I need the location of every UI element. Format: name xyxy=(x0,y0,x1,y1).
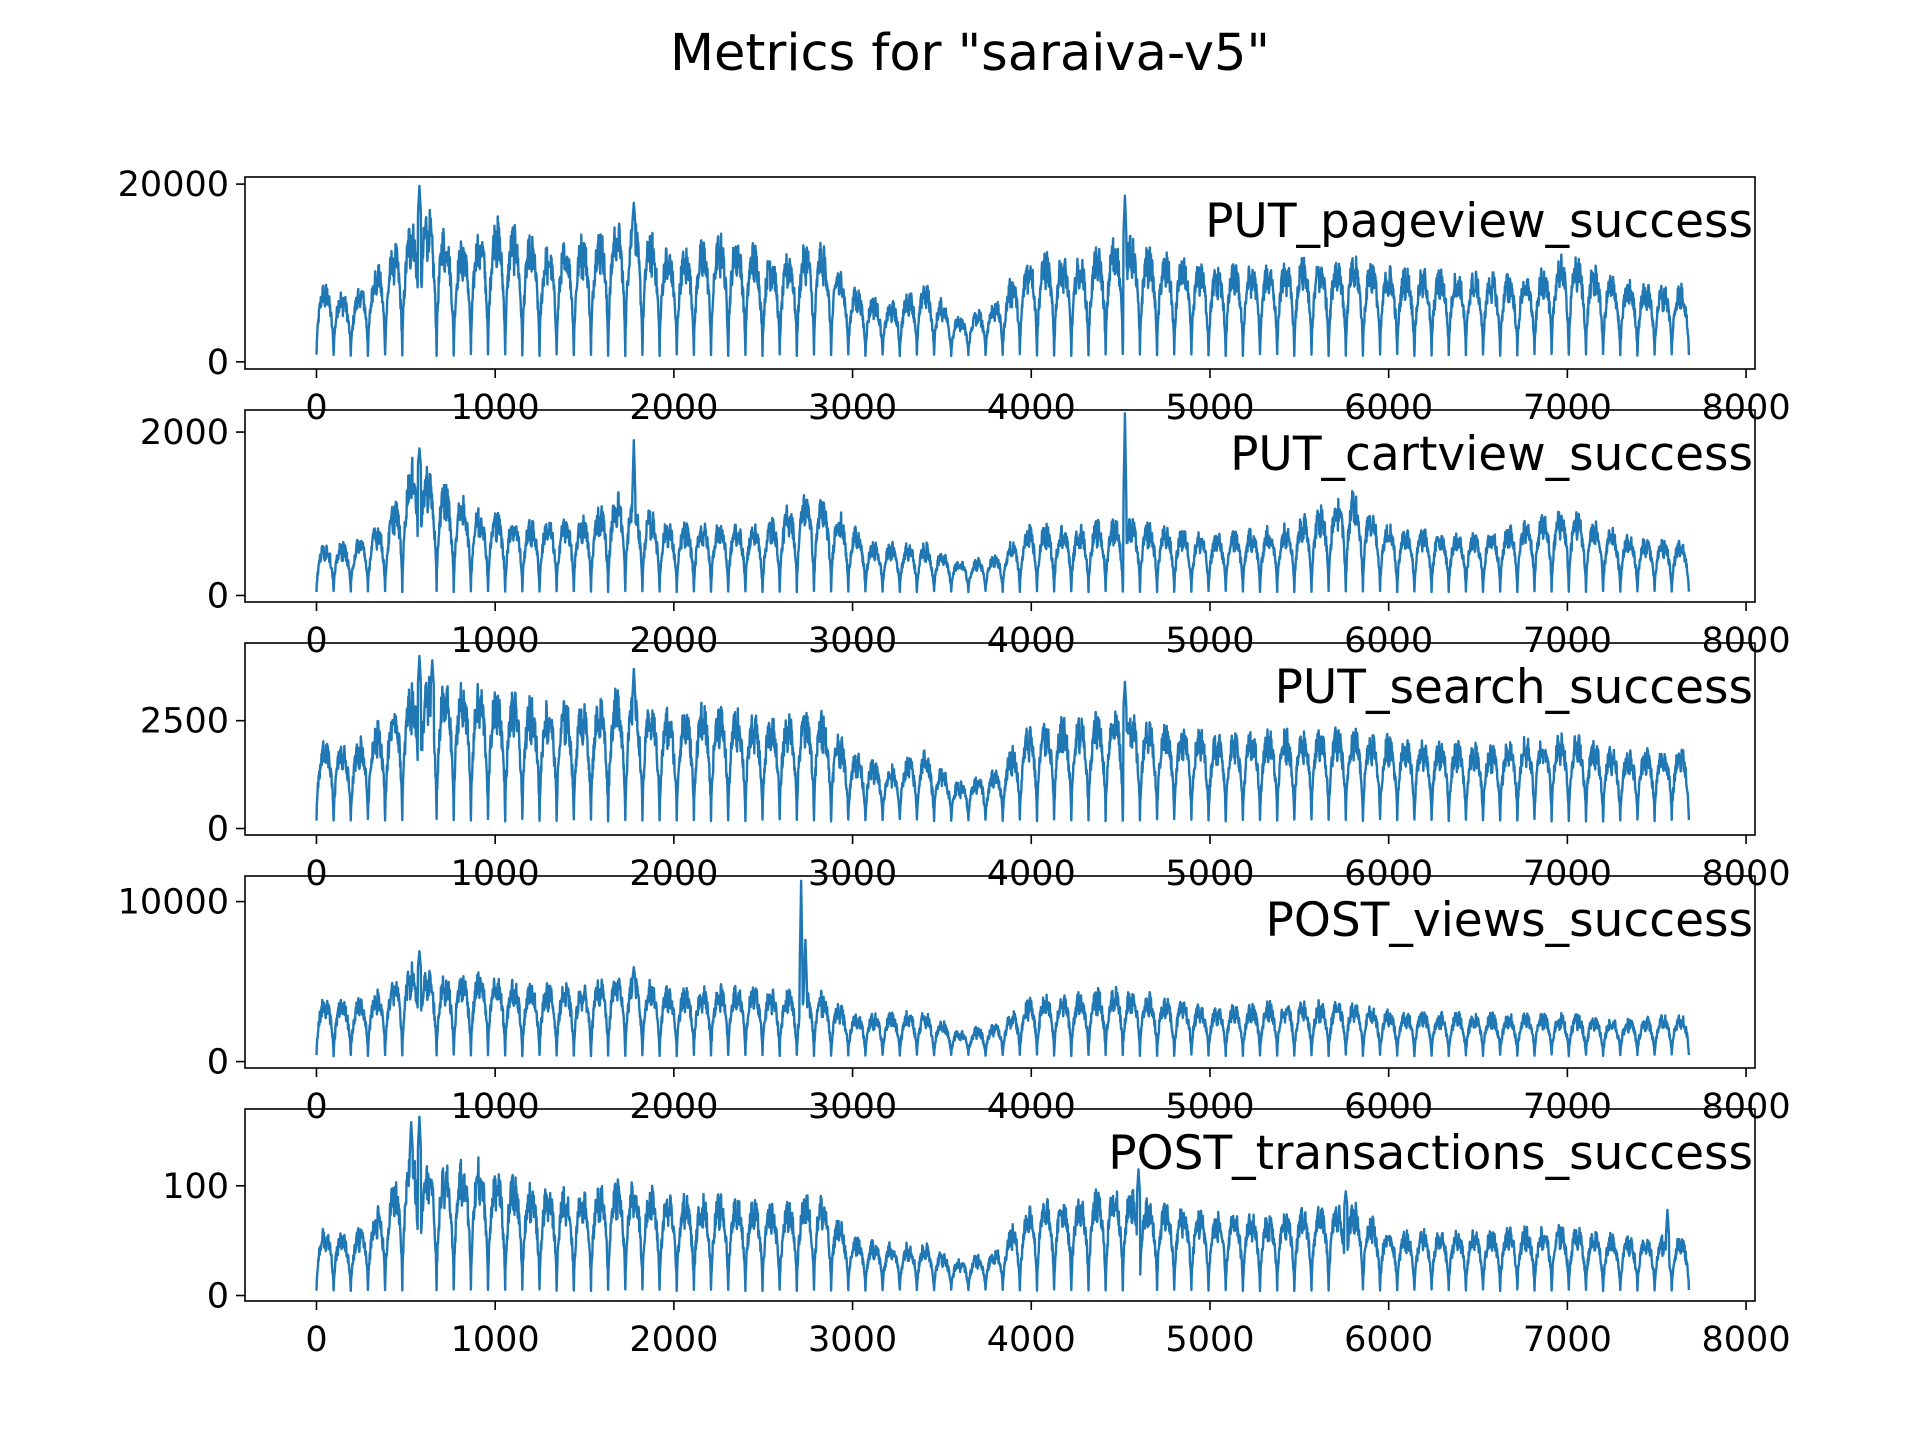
x-tick-label: 7000 xyxy=(1523,854,1612,894)
x-tick-label: 3000 xyxy=(808,388,897,428)
x-tick-label: 6000 xyxy=(1344,1320,1433,1360)
x-tick-label: 1000 xyxy=(451,854,540,894)
y-tick-label: 0 xyxy=(207,1277,229,1317)
y-tick-label: 2000 xyxy=(140,413,229,453)
x-tick-label: 5000 xyxy=(1165,388,1254,428)
series-label: PUT_pageview_success xyxy=(1205,194,1753,249)
x-tick-label: 5000 xyxy=(1165,621,1254,661)
x-tick-label: 5000 xyxy=(1165,1320,1254,1360)
x-tick-label: 0 xyxy=(305,388,327,428)
x-tick-label: 2000 xyxy=(629,1320,718,1360)
x-tick-label: 4000 xyxy=(987,621,1076,661)
axes-frame xyxy=(244,409,1756,603)
series-label: PUT_cartview_success xyxy=(1230,427,1753,482)
panel-POST_views_success: 0 1000 2000 3000 4000 5000 6000 7000 8000 0 10000 P… xyxy=(118,875,1791,1127)
x-tick-label: 8000 xyxy=(1702,1087,1791,1127)
y-tick-label: 0 xyxy=(207,576,229,616)
x-tick-label: 8000 xyxy=(1702,388,1791,428)
x-tick-label: 7000 xyxy=(1523,1320,1612,1360)
x-tick-label: 2000 xyxy=(629,854,718,894)
axes-frame xyxy=(244,875,1756,1069)
series-line-POST_transactions_success xyxy=(315,1115,1691,1293)
x-tick-label: 2000 xyxy=(629,1087,718,1127)
y-tick-label: 0 xyxy=(207,1043,229,1083)
panel-PUT_pageview_success: 0 1000 2000 3000 4000 5000 6000 7000 8000 0 20000 P… xyxy=(118,165,1791,428)
x-tick-label: 1000 xyxy=(451,621,540,661)
x-tick-label: 3000 xyxy=(808,1087,897,1127)
chart-title: Metrics for "saraiva-v5" xyxy=(670,24,1270,83)
x-tick-label: 1000 xyxy=(451,1087,540,1127)
x-tick-label: 5000 xyxy=(1165,854,1254,894)
axes-frame xyxy=(244,642,1756,836)
x-tick-label: 0 xyxy=(305,1320,327,1360)
x-tick-label: 8000 xyxy=(1702,854,1791,894)
x-tick-label: 4000 xyxy=(987,1087,1076,1127)
x-tick-label: 0 xyxy=(305,621,327,661)
y-tick-label: 10000 xyxy=(118,883,229,923)
x-tick-label: 3000 xyxy=(808,621,897,661)
series-line-PUT_search_success xyxy=(315,654,1691,823)
series-line-PUT_cartview_success xyxy=(315,412,1691,594)
panel-PUT_cartview_success: 0 1000 2000 3000 4000 5000 6000 7000 8000 0 2000 PU… xyxy=(140,409,1791,661)
x-tick-label: 6000 xyxy=(1344,854,1433,894)
x-tick-label: 0 xyxy=(305,1087,327,1127)
x-tick-label: 5000 xyxy=(1165,1087,1254,1127)
x-tick-label: 8000 xyxy=(1702,621,1791,661)
y-tick-label: 100 xyxy=(162,1167,229,1207)
x-tick-label: 4000 xyxy=(987,388,1076,428)
x-tick-label: 6000 xyxy=(1344,621,1433,661)
x-tick-label: 7000 xyxy=(1523,621,1612,661)
x-tick-label: 3000 xyxy=(808,1320,897,1360)
x-tick-label: 8000 xyxy=(1702,1320,1791,1360)
series-line-POST_views_success xyxy=(315,879,1691,1058)
x-tick-label: 1000 xyxy=(451,388,540,428)
y-tick-label: 20000 xyxy=(118,165,229,205)
series-label: POST_transactions_success xyxy=(1108,1126,1753,1181)
x-tick-label: 4000 xyxy=(987,854,1076,894)
x-tick-label: 7000 xyxy=(1523,1087,1612,1127)
axes-frame xyxy=(244,176,1756,370)
y-tick-label: 2500 xyxy=(140,702,229,742)
axes-frame xyxy=(244,1108,1756,1302)
series-label: PUT_search_success xyxy=(1275,660,1753,715)
y-tick-label: 0 xyxy=(207,810,229,850)
panel-PUT_search_success: 0 1000 2000 3000 4000 5000 6000 7000 8000 0 2500 PU… xyxy=(140,642,1791,894)
x-tick-label: 4000 xyxy=(987,1320,1076,1360)
x-tick-label: 0 xyxy=(305,854,327,894)
x-tick-label: 6000 xyxy=(1344,1087,1433,1127)
panel-POST_transactions_success: 0 1000 2000 3000 4000 5000 6000 7000 8000 0 100 POS… xyxy=(162,1108,1791,1360)
series-line-PUT_pageview_success xyxy=(315,184,1691,358)
x-tick-label: 7000 xyxy=(1523,388,1612,428)
x-tick-label: 2000 xyxy=(629,621,718,661)
y-tick-label: 0 xyxy=(207,343,229,383)
series-label: POST_views_success xyxy=(1266,893,1753,948)
x-tick-label: 2000 xyxy=(629,388,718,428)
x-tick-label: 1000 xyxy=(451,1320,540,1360)
x-tick-label: 6000 xyxy=(1344,388,1433,428)
x-tick-label: 3000 xyxy=(808,854,897,894)
